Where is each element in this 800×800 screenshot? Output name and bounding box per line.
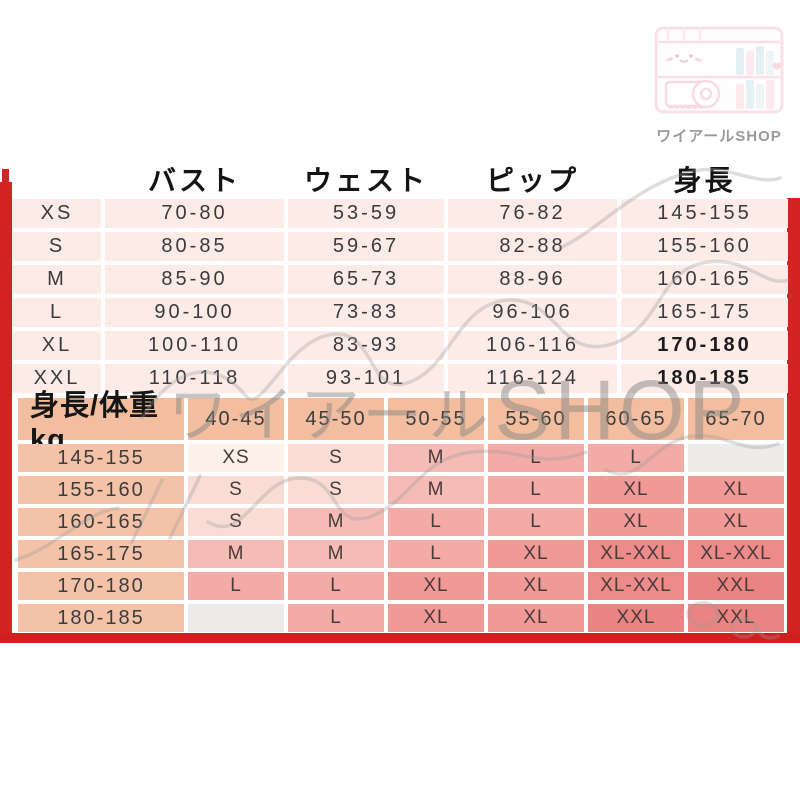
height-row-label: 180-185 (18, 604, 184, 632)
red-frame-left (0, 182, 12, 643)
fit-size-cell: S (288, 476, 384, 504)
size-value-cell: 100-110 (105, 331, 284, 360)
size-value-cell: 80-85 (105, 232, 284, 261)
fit-size-cell: L (288, 604, 384, 632)
fit-size-cell: XL (488, 604, 584, 632)
size-table-column-header: 身長 (673, 165, 736, 196)
size-value-cell: 65-73 (288, 265, 444, 294)
weight-column-header: 45-50 (288, 398, 384, 440)
size-value-cell: 90-100 (105, 298, 284, 327)
size-value-cell: 110-118 (105, 364, 284, 393)
size-value-cell: 170-180 (621, 331, 788, 360)
size-value-cell: 116-124 (448, 364, 617, 393)
weight-column-header: 50-55 (388, 398, 484, 440)
shop-logo: ワイアールSHOP (643, 20, 795, 146)
size-measurement-table: バスト ウェスト ピップ 身長 XS 70-80 53-59 76-82 145-155 S 80-… (13, 163, 788, 393)
fit-size-cell: M (288, 508, 384, 536)
red-frame-left-stub (2, 169, 9, 183)
size-value-cell: 165-175 (621, 298, 788, 327)
size-table-column-header: ピップ (485, 165, 579, 196)
red-frame-bottom (0, 633, 800, 643)
size-value-cell: 85-90 (105, 265, 284, 294)
size-value-cell: 83-93 (288, 331, 444, 360)
fit-size-cell: M (288, 540, 384, 568)
height-row-label: 155-160 (18, 476, 184, 504)
size-row-label: S (13, 232, 101, 261)
shop-logo-caption: ワイアールSHOP (656, 128, 782, 145)
fit-size-cell: XXL (688, 604, 784, 632)
weight-column-header: 60-65 (588, 398, 684, 440)
size-table-column-header: ウェスト (303, 165, 428, 196)
fit-empty-cell (688, 444, 784, 472)
size-value-cell: 93-101 (288, 364, 444, 393)
fit-size-cell: M (388, 444, 484, 472)
fit-size-cell: XXL (588, 604, 684, 632)
size-value-cell: 88-96 (448, 265, 617, 294)
red-frame-right (787, 198, 800, 643)
fit-size-cell: L (188, 572, 284, 600)
weight-column-header: 55-60 (488, 398, 584, 440)
size-row-label: L (13, 298, 101, 327)
fit-size-cell: XL (588, 476, 684, 504)
fit-size-cell: L (488, 444, 584, 472)
shop-shelf-icon (654, 26, 784, 114)
fit-size-cell: S (188, 476, 284, 504)
fit-size-cell: XXL (688, 572, 784, 600)
fit-size-cell: S (188, 508, 284, 536)
size-value-cell: 82-88 (448, 232, 617, 261)
fit-size-cell: XL (388, 604, 484, 632)
size-row-label: XXL (13, 364, 101, 393)
size-value-cell: 160-165 (621, 265, 788, 294)
fit-size-cell: XL-XXL (688, 540, 784, 568)
size-value-cell: 155-160 (621, 232, 788, 261)
height-row-label: 145-155 (18, 444, 184, 472)
fit-size-cell: L (388, 508, 484, 536)
fit-size-cell: L (488, 476, 584, 504)
fit-size-cell: M (188, 540, 284, 568)
size-value-cell: 180-185 (621, 364, 788, 393)
fit-size-cell: XL (388, 572, 484, 600)
fit-size-cell: XL (688, 476, 784, 504)
size-row-label: M (13, 265, 101, 294)
fit-size-cell: L (588, 444, 684, 472)
size-value-cell: 53-59 (288, 199, 444, 228)
fit-size-cell: XL-XXL (588, 540, 684, 568)
height-weight-fit-table: 身長/体重kg 40-45 45-50 50-55 55-60 60-65 65-70 145… (18, 390, 784, 632)
fit-size-cell: XL (488, 572, 584, 600)
height-row-label: 165-175 (18, 540, 184, 568)
height-row-label: 160-165 (18, 508, 184, 536)
size-table-corner (13, 163, 101, 195)
size-value-cell: 73-83 (288, 298, 444, 327)
size-table-column-header: バスト (147, 165, 241, 196)
fit-size-cell: XS (188, 444, 284, 472)
fit-size-cell: L (488, 508, 584, 536)
fit-size-cell: XL (588, 508, 684, 536)
weight-column-header: 40-45 (188, 398, 284, 440)
size-value-cell: 59-67 (288, 232, 444, 261)
size-value-cell: 70-80 (105, 199, 284, 228)
fit-size-cell: S (288, 444, 384, 472)
height-row-label: 170-180 (18, 572, 184, 600)
weight-column-header: 65-70 (688, 398, 784, 440)
size-value-cell: 96-106 (448, 298, 617, 327)
size-value-cell: 145-155 (621, 199, 788, 228)
fit-size-cell: XL-XXL (588, 572, 684, 600)
size-row-label: XL (13, 331, 101, 360)
fit-empty-cell (188, 604, 284, 632)
size-row-label: XS (13, 199, 101, 228)
fit-size-cell: XL (488, 540, 584, 568)
fit-size-cell: XL (688, 508, 784, 536)
fit-size-cell: M (388, 476, 484, 504)
fit-size-cell: L (288, 572, 384, 600)
size-value-cell: 106-116 (448, 331, 617, 360)
fit-table-corner-label: 身長/体重kg (18, 390, 184, 456)
size-value-cell: 76-82 (448, 199, 617, 228)
fit-size-cell: L (388, 540, 484, 568)
